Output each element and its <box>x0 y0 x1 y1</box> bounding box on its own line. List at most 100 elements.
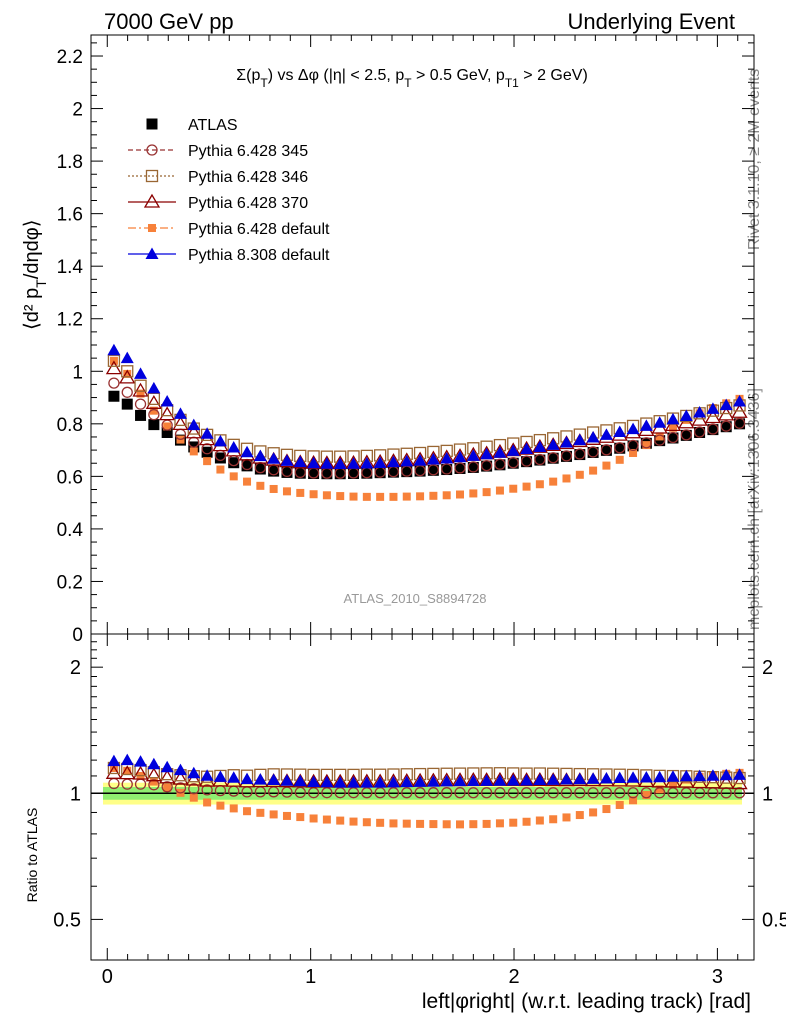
ratio-point-pythia-8-308-default <box>240 772 254 785</box>
ratio-point-pythia-6-428-default <box>349 817 358 826</box>
data-point-atlas <box>148 419 160 431</box>
data-point-pythia-8-308-default <box>293 455 307 468</box>
data-point-pythia-6-428-345 <box>627 439 639 452</box>
data-point-atlas <box>521 456 533 468</box>
ratio-point-pythia-6-428-default <box>163 783 172 792</box>
ratio-point-pythia-6-428-345 <box>600 787 613 799</box>
ratio-point-pythia-8-308-default <box>426 775 440 787</box>
ratio-point-pythia-6-428-345 <box>467 787 479 799</box>
data-point-atlas <box>441 464 453 476</box>
data-point-pythia-8-308-default <box>134 367 148 379</box>
data-point-pythia-6-428-345 <box>720 420 732 432</box>
ratio-point-pythia-6-428-default <box>416 819 425 828</box>
ratio-point-pythia-6-428-345 <box>680 787 692 799</box>
ratio-frame <box>90 633 755 961</box>
ratio-point-pythia-8-308-default <box>253 773 267 785</box>
main-ytick-label: 0.8 <box>57 415 83 436</box>
data-point-atlas <box>454 462 466 474</box>
ratio-point-pythia-8-308-default <box>200 769 214 781</box>
ratio-point-pythia-8-308-default <box>307 775 321 788</box>
data-point-pythia-8-308-default <box>320 457 334 469</box>
main-y-label: ⟨d² pT/dηdφ⟩ <box>21 219 49 330</box>
ratio-point-pythia-6-428-370 <box>704 774 722 789</box>
legend-marker-pythia-6-428-346 <box>145 169 159 183</box>
data-point-pythia-6-428-345 <box>201 443 213 455</box>
ratio-point-pythia-6-428-345 <box>494 787 506 799</box>
data-point-pythia-8-308-default <box>613 425 627 437</box>
data-point-pythia-8-308-default <box>719 398 733 411</box>
data-point-atlas <box>654 435 666 447</box>
ratio-point-pythia-6-428-345 <box>361 787 373 799</box>
data-point-pythia-6-428-default <box>469 489 478 498</box>
data-point-pythia-6-428-345 <box>454 462 466 474</box>
main-ytick-label: 1.6 <box>57 205 83 226</box>
data-point-pythia-6-428-default <box>282 487 291 496</box>
data-point-pythia-6-428-default <box>655 432 664 441</box>
data-point-pythia-6-428-345 <box>733 417 746 429</box>
data-point-pythia-6-428-default <box>402 492 411 501</box>
ratio-point-pythia-8-308-default <box>666 770 680 782</box>
header-left: 7000 GeV pp <box>104 9 234 34</box>
data-point-pythia-8-308-default <box>440 452 454 464</box>
ratio-y-label: Ratio to ATLAS <box>24 808 40 903</box>
ratio-point-pythia-6-428-default <box>203 798 212 807</box>
data-point-atlas <box>281 466 293 478</box>
data-point-pythia-6-428-default <box>668 423 677 432</box>
legend: ATLAS Pythia 6.428 345 Pythia 6.428 346 Pyt… <box>128 117 330 264</box>
ratio-point-pythia-6-428-345 <box>587 787 599 799</box>
ratio-point-pythia-6-428-345 <box>640 787 653 799</box>
ratio-point-pythia-6-428-default <box>256 808 265 817</box>
data-point-pythia-6-428-345 <box>494 458 506 470</box>
data-point-pythia-6-428-default <box>456 490 465 499</box>
data-point-atlas <box>374 467 386 479</box>
ratio-point-pythia-6-428-345 <box>201 784 213 796</box>
ratio-point-pythia-6-428-370 <box>159 769 176 784</box>
data-point-pythia-8-308-default <box>679 409 693 421</box>
data-point-pythia-8-308-default <box>733 394 747 407</box>
data-point-pythia-6-428-345 <box>614 442 626 454</box>
data-point-pythia-8-308-default <box>573 433 587 446</box>
data-point-pythia-8-308-default <box>347 457 361 469</box>
ratio-point-pythia-8-308-default <box>333 776 347 788</box>
data-point-pythia-6-428-default <box>296 488 305 497</box>
data-point-pythia-6-428-default <box>442 491 451 500</box>
legend-entry-pythia-8-308-default: Pythia 8.308 default <box>188 247 330 264</box>
ratio-point-pythia-8-308-default <box>679 769 693 782</box>
data-point-atlas <box>494 459 506 471</box>
ratio-point-pythia-6-428-345 <box>627 787 639 799</box>
ratio-point-pythia-8-308-default <box>599 772 613 784</box>
data-point-pythia-6-428-default <box>163 422 172 431</box>
data-point-pythia-6-428-default <box>136 389 145 398</box>
data-point-pythia-8-308-default <box>173 407 187 419</box>
data-point-pythia-8-308-default <box>253 449 267 462</box>
data-point-atlas <box>228 457 240 469</box>
data-point-atlas <box>614 442 626 454</box>
data-point-atlas <box>201 446 213 458</box>
ratio-point-pythia-6-428-345 <box>374 787 386 799</box>
ratio-point-pythia-8-308-default <box>160 760 174 773</box>
data-point-pythia-8-308-default <box>599 428 613 440</box>
ratio-point-pythia-8-308-default <box>320 775 334 788</box>
data-point-pythia-8-308-default <box>639 419 653 431</box>
data-point-pythia-8-308-default <box>187 418 201 431</box>
ratio-point-pythia-8-308-default <box>613 771 627 783</box>
series-pythia-8-308-default <box>107 343 747 470</box>
ratio-point-pythia-8-308-default <box>506 774 520 786</box>
ratio-point-pythia-6-428-default <box>389 819 398 828</box>
data-point-pythia-6-428-default <box>203 457 212 466</box>
ratio-panel: 0 1 2 3 0.5 0.5 1 1 2 2 <box>53 633 786 988</box>
data-point-pythia-6-428-default <box>615 455 624 464</box>
ratio-point-pythia-6-428-default <box>109 763 118 772</box>
ratio-point-pythia-6-428-default <box>362 818 371 827</box>
data-point-pythia-8-308-default <box>307 456 321 469</box>
data-point-atlas <box>348 467 360 479</box>
ratio-point-pythia-6-428-default <box>296 813 305 822</box>
ratio-point-pythia-6-428-345 <box>454 787 466 799</box>
ratio-point-pythia-6-428-370 <box>172 770 189 785</box>
analysis-id: ATLAS_2010_S8894728 <box>344 591 487 606</box>
data-point-pythia-6-428-default <box>509 484 518 493</box>
data-point-pythia-6-428-346 <box>121 365 134 378</box>
ratio-point-pythia-8-308-default <box>267 773 281 785</box>
data-point-pythia-6-428-370 <box>172 416 189 431</box>
ratio-point-pythia-6-428-370 <box>691 774 708 789</box>
